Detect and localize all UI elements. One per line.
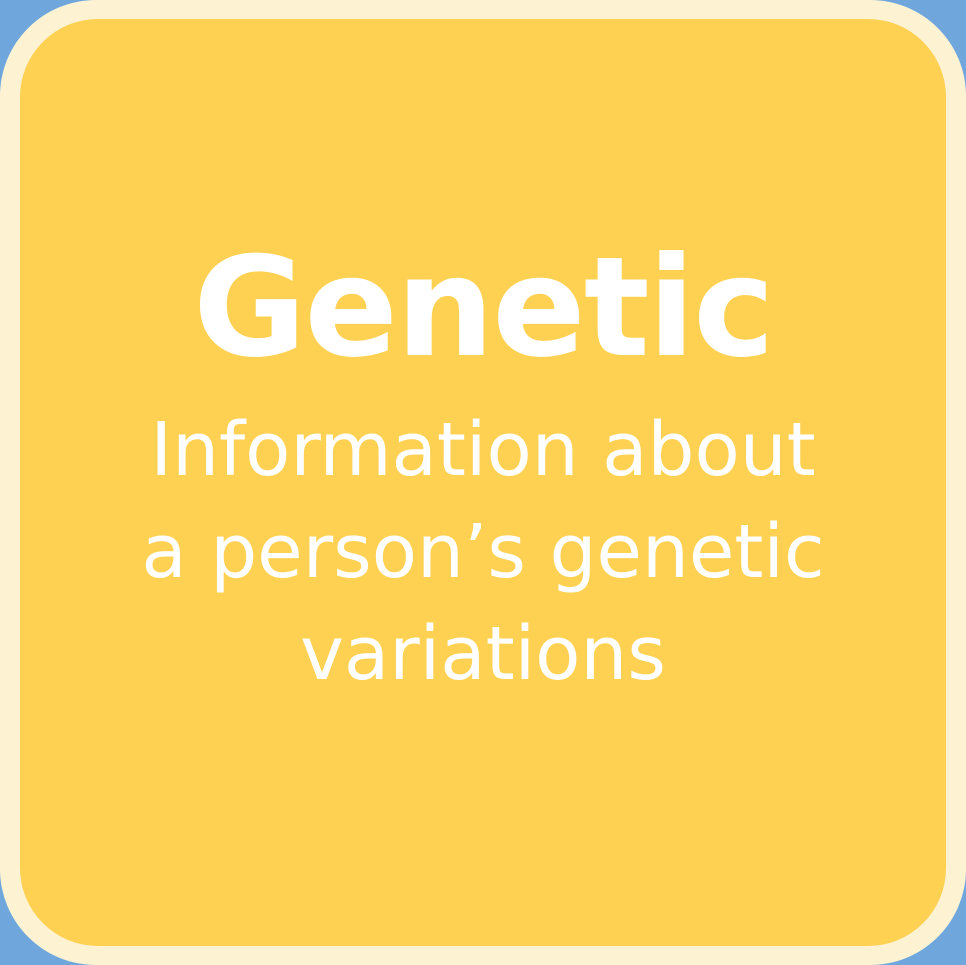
genetic-card: Genetic Information about a person’s gen… xyxy=(20,19,946,946)
card-title: Genetic xyxy=(193,226,775,388)
description-line-3: variations xyxy=(300,610,666,697)
description-line-2: a person’s genetic xyxy=(141,508,825,595)
description-line-1: Information about xyxy=(150,406,816,493)
card-description: Information about a person’s genetic var… xyxy=(53,399,913,705)
